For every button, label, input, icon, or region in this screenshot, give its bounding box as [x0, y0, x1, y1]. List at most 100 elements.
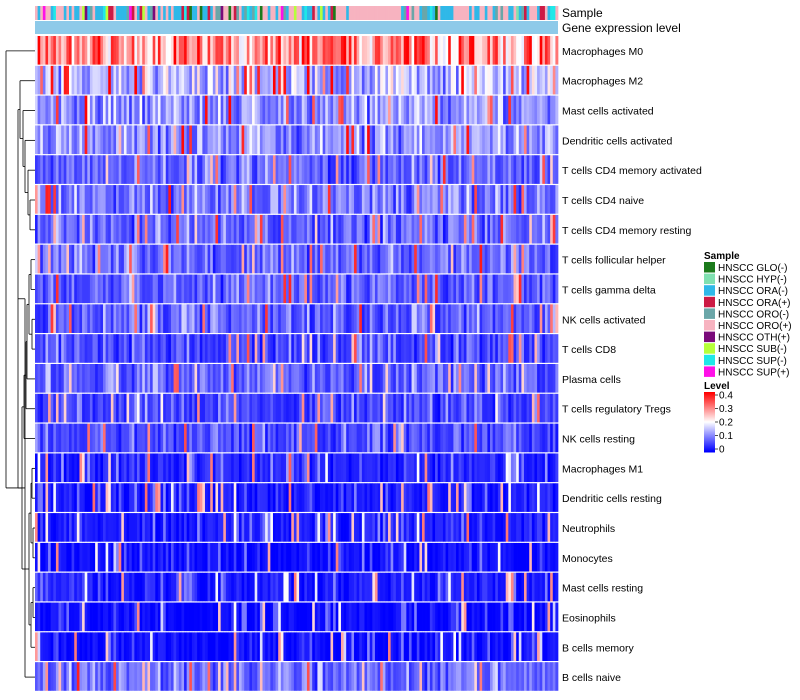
- heatmap-cell: [76, 423, 80, 453]
- heatmap-cell: [220, 185, 224, 214]
- heatmap-cell: [55, 364, 59, 393]
- heatmap-cell: [314, 364, 318, 393]
- heatmap-cell: [278, 36, 282, 65]
- heatmap-cell: [354, 125, 357, 155]
- heatmap-cell: [184, 36, 188, 65]
- heatmap-cell: [66, 334, 70, 363]
- heatmap-cell: [207, 65, 211, 95]
- heatmap-cell: [398, 334, 402, 363]
- heatmap-cell: [202, 483, 206, 512]
- heatmap-cell: [372, 453, 376, 483]
- heatmap-cell: [228, 632, 232, 661]
- heatmap-cell: [306, 65, 310, 95]
- heatmap-cell: [401, 125, 405, 155]
- heatmap-cell: [210, 155, 214, 184]
- heatmap-cell: [131, 185, 135, 214]
- heatmap-cell: [204, 542, 208, 572]
- heatmap-cell: [346, 304, 350, 333]
- heatmap-cell: [403, 185, 407, 214]
- heatmap-cell: [68, 304, 72, 333]
- heatmap-cell: [186, 513, 190, 542]
- heatmap-cell: [338, 36, 342, 65]
- heatmap-cell: [71, 513, 75, 542]
- heatmap-cell: [552, 334, 556, 363]
- heatmap-cell: [359, 453, 363, 483]
- heatmap-cell: [95, 572, 99, 602]
- heatmap-cell: [497, 572, 501, 602]
- heatmap-cell: [71, 95, 75, 125]
- heatmap-cell: [53, 453, 57, 483]
- heatmap-cell: [280, 304, 284, 333]
- heatmap-cell: [361, 602, 365, 632]
- heatmap-cell: [327, 214, 331, 244]
- heatmap-cell: [241, 244, 245, 274]
- heatmap-cell: [529, 334, 533, 363]
- heatmap-cell: [63, 483, 67, 512]
- heatmap-cell: [388, 125, 391, 155]
- heatmap-cell: [210, 513, 214, 542]
- heatmap-cell: [476, 65, 480, 95]
- heatmap-cell: [437, 423, 441, 453]
- heatmap-cell: [168, 393, 172, 423]
- sample-annotation-cell: [202, 6, 206, 20]
- heatmap-cell: [296, 364, 300, 393]
- heatmap-cell: [189, 393, 193, 423]
- heatmap-cell: [516, 364, 520, 393]
- heatmap-cell: [346, 393, 350, 423]
- heatmap-cell: [544, 572, 548, 602]
- sample-annotation-cell: [37, 6, 41, 20]
- sample-annotation-cell: [544, 6, 548, 20]
- heatmap-cell: [440, 602, 444, 632]
- heatmap-cell: [212, 214, 216, 244]
- heatmap-cell: [280, 632, 284, 661]
- heatmap-cell: [427, 36, 431, 65]
- heatmap-cell: [401, 214, 405, 244]
- heatmap-cell: [463, 662, 467, 691]
- heatmap-cell: [471, 513, 475, 542]
- heatmap-cell: [343, 453, 347, 483]
- heatmap-cell: [474, 244, 478, 274]
- heatmap-cell: [272, 65, 276, 95]
- heatmap-cell: [278, 244, 282, 274]
- heatmap-cell: [490, 36, 493, 65]
- heatmap-cell: [259, 453, 263, 483]
- heatmap-cell: [469, 155, 473, 184]
- heatmap-cell: [100, 65, 104, 95]
- sample-annotation-cell: [55, 6, 59, 20]
- heatmap-cell: [351, 65, 355, 95]
- heatmap-cell: [110, 632, 114, 661]
- heatmap-cell: [194, 65, 198, 95]
- heatmap-cell: [377, 662, 381, 691]
- heatmap-cell: [372, 513, 376, 542]
- heatmap-cell: [102, 155, 106, 184]
- heatmap-cell: [199, 214, 203, 244]
- heatmap-cell: [35, 65, 38, 95]
- heatmap-cell: [288, 393, 292, 423]
- level-gradient-step: [704, 448, 715, 450]
- heatmap-cell: [427, 572, 431, 602]
- heatmap-cell: [262, 423, 266, 453]
- heatmap-cell: [163, 602, 167, 632]
- heatmap-cell: [215, 185, 219, 214]
- heatmap-cell: [408, 185, 412, 214]
- heatmap-cell: [395, 542, 399, 572]
- heatmap-cell: [58, 65, 62, 95]
- heatmap-cell: [202, 364, 206, 393]
- heatmap-cell: [215, 453, 219, 483]
- sample-annotation-cell: [108, 6, 112, 20]
- heatmap-cell: [288, 185, 292, 214]
- heatmap-cell: [102, 185, 106, 214]
- sample-annotation-cell: [487, 6, 491, 20]
- heatmap-cell: [299, 483, 303, 512]
- heatmap-cell: [314, 185, 318, 214]
- heatmap-cell: [71, 364, 75, 393]
- heatmap-cell: [296, 423, 300, 453]
- heatmap-cell: [309, 662, 313, 691]
- heatmap-cell: [95, 632, 99, 661]
- heatmap-cell: [369, 95, 373, 125]
- heatmap-cell: [194, 95, 198, 125]
- sample-annotation-cell: [401, 6, 405, 20]
- heatmap-cell: [296, 632, 300, 661]
- level-gradient-step: [704, 451, 715, 453]
- heatmap-cell: [142, 483, 146, 512]
